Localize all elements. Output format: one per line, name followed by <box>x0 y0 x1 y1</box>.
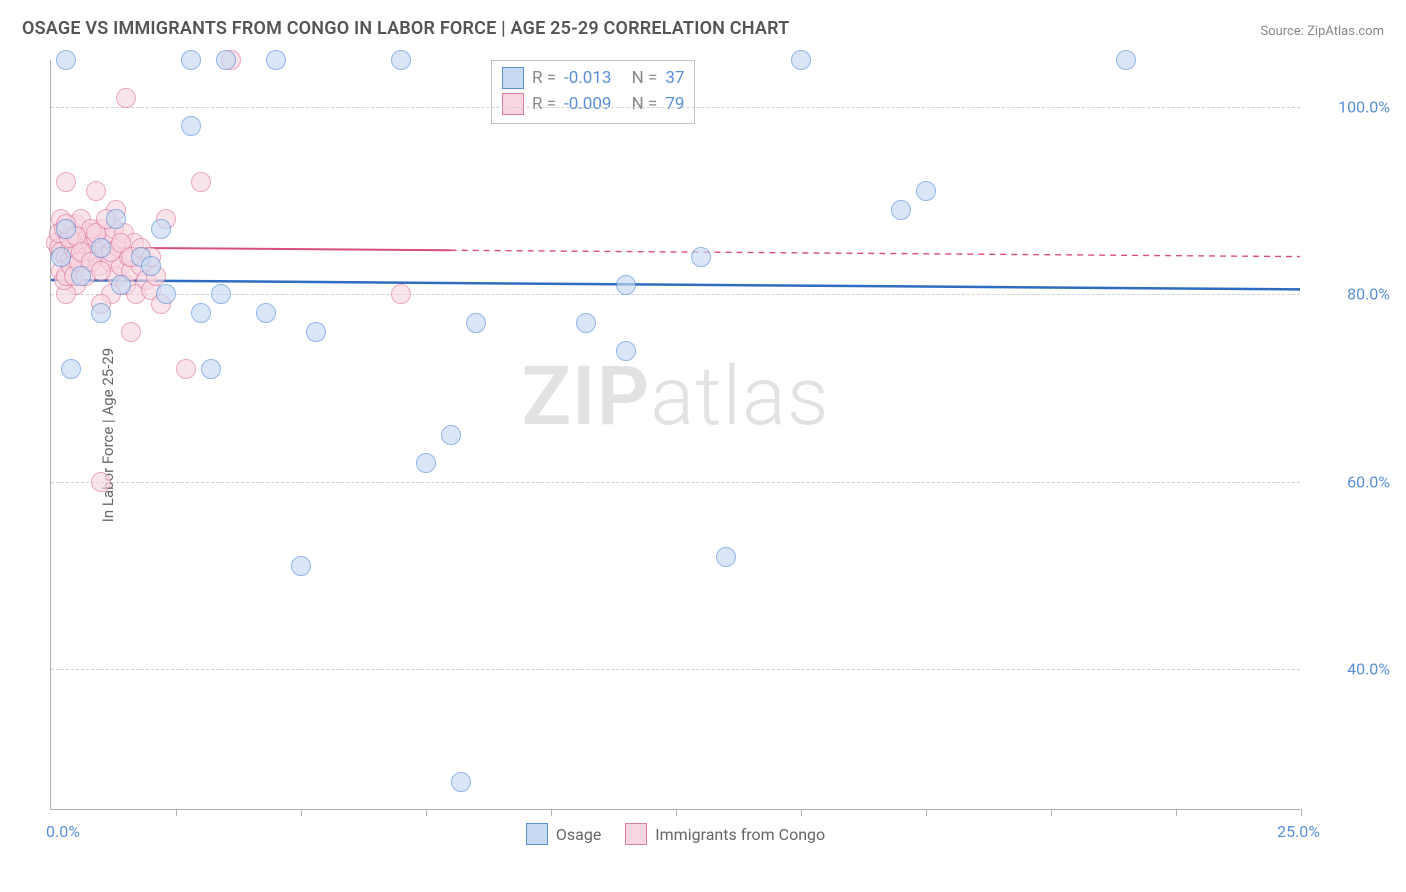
x-axis-tick <box>176 809 177 816</box>
gridline <box>51 482 1300 483</box>
scatter-point <box>56 50 76 70</box>
scatter-point <box>141 256 161 276</box>
scatter-point <box>216 50 236 70</box>
scatter-point <box>916 181 936 201</box>
scatter-point <box>391 50 411 70</box>
scatter-point <box>211 284 231 304</box>
x-axis-tick <box>426 809 427 816</box>
correlation-chart: OSAGE VS IMMIGRANTS FROM CONGO IN LABOR … <box>0 0 1406 892</box>
y-axis-tick-label: 60.0% <box>1347 472 1390 491</box>
scatter-point <box>181 116 201 136</box>
scatter-point <box>201 359 221 379</box>
r-label: R = <box>532 94 556 114</box>
scatter-point <box>291 556 311 576</box>
stats-legend: R = -0.013 N = 37 R = -0.009 N = 79 <box>491 60 695 124</box>
x-axis-tick <box>926 809 927 816</box>
scatter-point <box>616 275 636 295</box>
scatter-point <box>256 303 276 323</box>
watermark: ZIPatlas <box>521 349 829 445</box>
legend-label-osage: Osage <box>556 825 601 844</box>
stats-row-congo: R = -0.009 N = 79 <box>502 91 684 117</box>
scatter-point <box>891 200 911 220</box>
n-value-congo: 79 <box>665 94 684 114</box>
plot-area: ZIPatlas R = -0.013 N = 37 R = -0.009 N … <box>50 60 1300 810</box>
scatter-point <box>191 303 211 323</box>
stats-row-osage: R = -0.013 N = 37 <box>502 65 684 91</box>
scatter-point <box>51 247 71 267</box>
r-label: R = <box>532 68 556 88</box>
trend-lines-layer <box>51 60 1300 809</box>
n-label: N = <box>632 68 658 88</box>
scatter-point <box>106 209 126 229</box>
scatter-point <box>1116 50 1136 70</box>
scatter-point <box>441 425 461 445</box>
x-axis-tick <box>676 809 677 816</box>
x-axis-tick <box>1301 809 1302 816</box>
r-value-congo: -0.009 <box>564 94 611 114</box>
scatter-point <box>156 284 176 304</box>
series-legend: Osage Immigrants from Congo <box>51 823 1300 845</box>
scatter-point <box>151 219 171 239</box>
scatter-point <box>691 247 711 267</box>
legend-label-congo: Immigrants from Congo <box>655 825 825 844</box>
y-axis-tick-label: 80.0% <box>1347 285 1390 304</box>
scatter-point <box>416 453 436 473</box>
scatter-point <box>56 172 76 192</box>
legend-swatch-osage <box>526 823 548 845</box>
x-axis-tick <box>551 809 552 816</box>
scatter-point <box>61 359 81 379</box>
stats-swatch-osage <box>502 67 524 89</box>
x-axis-tick <box>1176 809 1177 816</box>
scatter-point <box>91 261 111 281</box>
legend-item-osage: Osage <box>526 823 601 845</box>
scatter-point <box>466 313 486 333</box>
scatter-point <box>451 772 471 792</box>
scatter-point <box>716 547 736 567</box>
scatter-point <box>121 322 141 342</box>
scatter-point <box>71 266 91 286</box>
scatter-point <box>91 238 111 258</box>
scatter-point <box>576 313 596 333</box>
x-axis-tick <box>1051 809 1052 816</box>
source-attribution: Source: ZipAtlas.com <box>1260 24 1384 39</box>
legend-item-congo: Immigrants from Congo <box>625 823 825 845</box>
scatter-point <box>391 284 411 304</box>
watermark-bold: ZIP <box>521 349 650 445</box>
y-axis-tick-label: 100.0% <box>1338 97 1390 116</box>
scatter-point <box>91 472 111 492</box>
scatter-point <box>181 50 201 70</box>
n-value-osage: 37 <box>665 68 684 88</box>
chart-title: OSAGE VS IMMIGRANTS FROM CONGO IN LABOR … <box>22 18 789 39</box>
legend-swatch-congo <box>625 823 647 845</box>
y-axis-title: In Labor Force | Age 25-29 <box>99 347 117 521</box>
stats-swatch-congo <box>502 93 524 115</box>
scatter-point <box>266 50 286 70</box>
watermark-light: atlas <box>650 349 829 445</box>
y-axis-tick-label: 40.0% <box>1347 660 1390 679</box>
scatter-point <box>86 181 106 201</box>
scatter-point <box>111 275 131 295</box>
scatter-point <box>176 359 196 379</box>
x-axis-tick <box>801 809 802 816</box>
scatter-point <box>616 341 636 361</box>
x-axis-tick <box>301 809 302 816</box>
gridline <box>51 107 1300 108</box>
n-label: N = <box>632 94 658 114</box>
r-value-osage: -0.013 <box>564 68 611 88</box>
scatter-point <box>56 219 76 239</box>
scatter-point <box>116 88 136 108</box>
scatter-point <box>191 172 211 192</box>
gridline <box>51 294 1300 295</box>
scatter-point <box>791 50 811 70</box>
scatter-point <box>91 303 111 323</box>
scatter-point <box>306 322 326 342</box>
gridline <box>51 669 1300 670</box>
